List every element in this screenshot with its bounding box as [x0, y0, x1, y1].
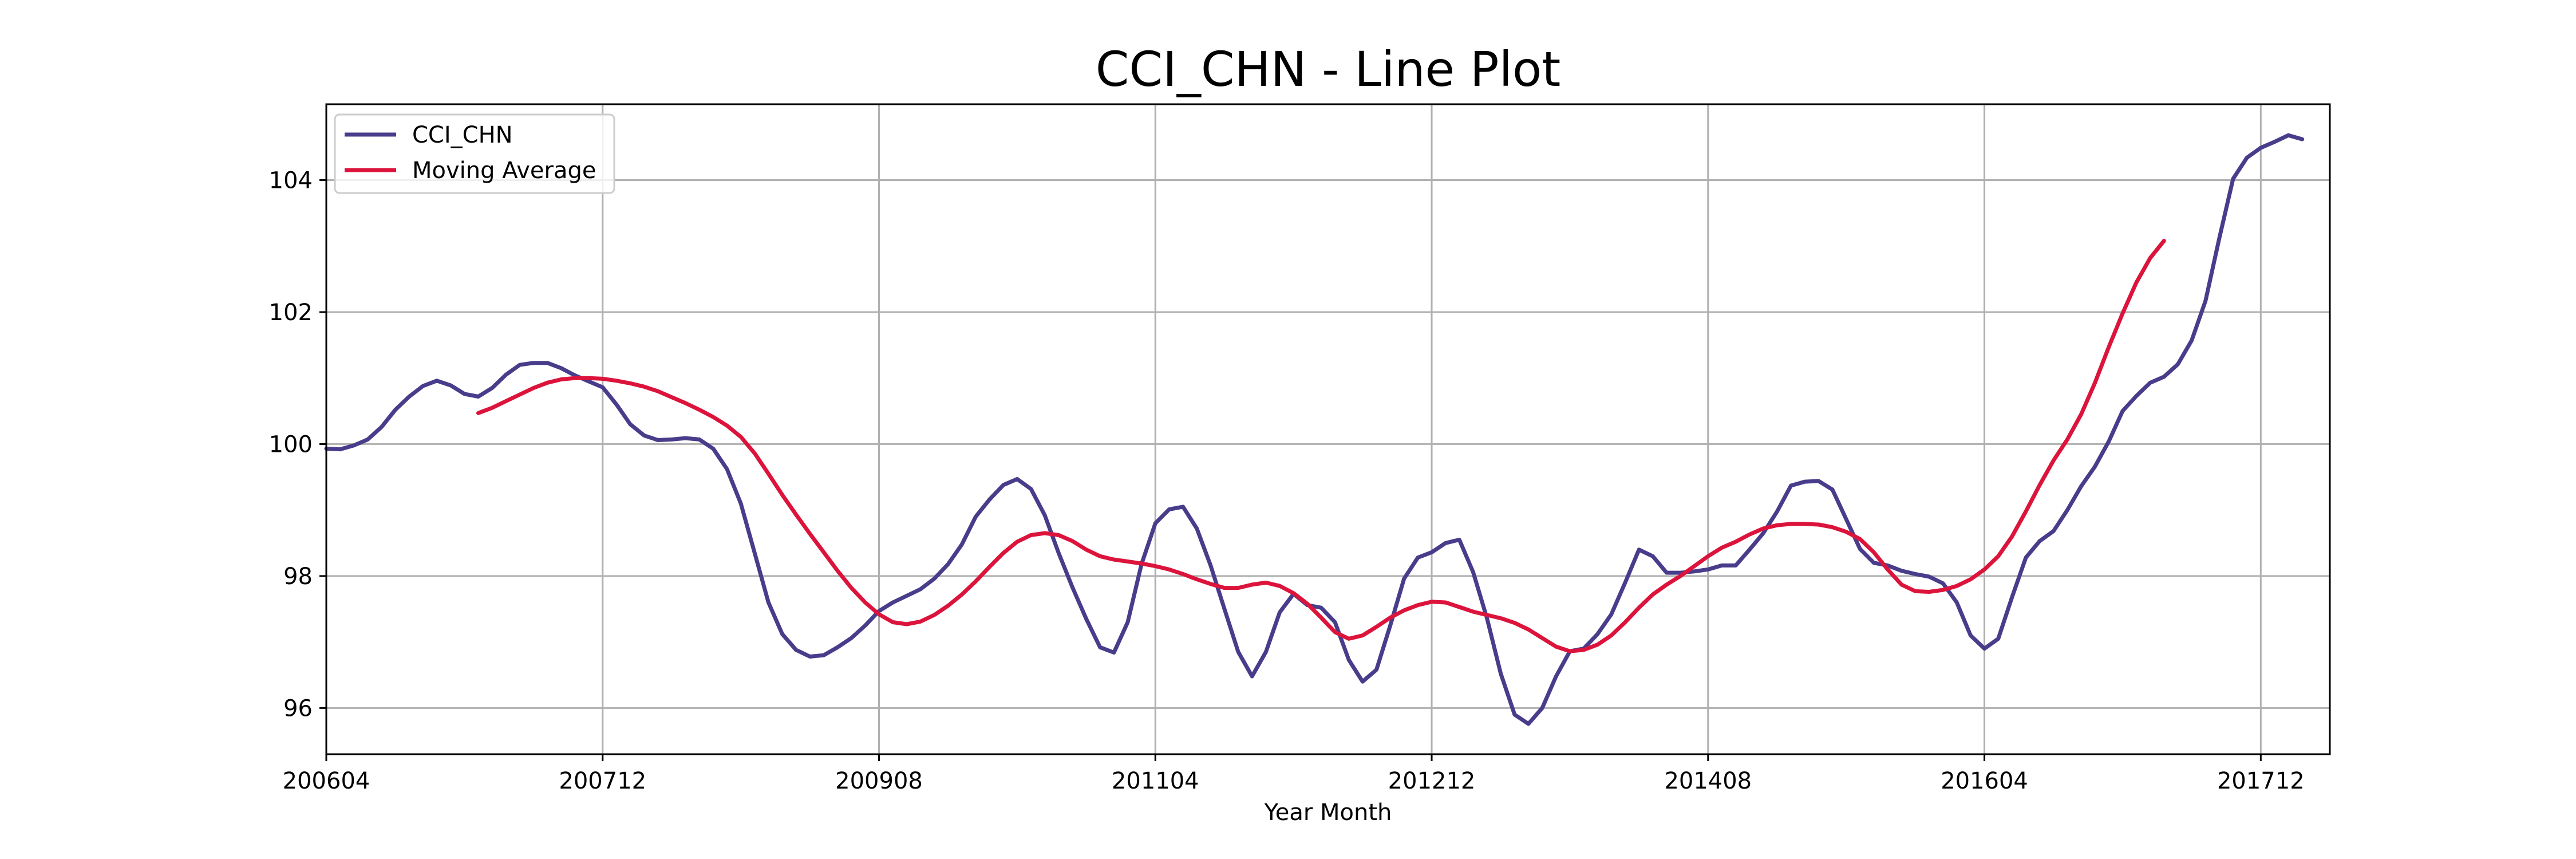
- x-axis-label: Year Month: [1264, 799, 1392, 826]
- x-tick-label: 201712: [2217, 768, 2305, 794]
- y-tick-label: 100: [269, 431, 313, 458]
- y-tick-label: 96: [283, 695, 313, 722]
- x-tick-label: 201212: [1388, 768, 1476, 794]
- series-layer: [324, 133, 2305, 726]
- series-line-cci-chn: [324, 133, 2305, 726]
- legend-box: [334, 113, 615, 194]
- y-tick-label: 104: [269, 168, 313, 194]
- ticks: 200604 200712 200908 201104 201212 201408 2016…: [269, 168, 2305, 794]
- x-tick-label: 201604: [1941, 768, 2028, 794]
- legend-label-moving-average: Moving Average: [412, 157, 596, 184]
- x-tick-label: 200604: [283, 768, 370, 794]
- plot-frame: [325, 103, 2331, 755]
- legend: CCI_CHN Moving Average: [334, 113, 615, 194]
- x-tick-label: 201104: [1112, 768, 1199, 794]
- x-tick-label: 200712: [559, 768, 646, 794]
- series-line-moving-average: [476, 239, 2166, 653]
- chart-title: CCI_CHN - Line Plot: [1096, 41, 1561, 97]
- grid: [325, 104, 2330, 754]
- legend-label-cci-chn: CCI_CHN: [412, 122, 513, 148]
- y-tick-label: 98: [283, 564, 313, 590]
- y-tick-label: 102: [269, 300, 313, 326]
- x-tick-label: 201408: [1664, 768, 1752, 794]
- x-tick-label: 200908: [835, 768, 923, 794]
